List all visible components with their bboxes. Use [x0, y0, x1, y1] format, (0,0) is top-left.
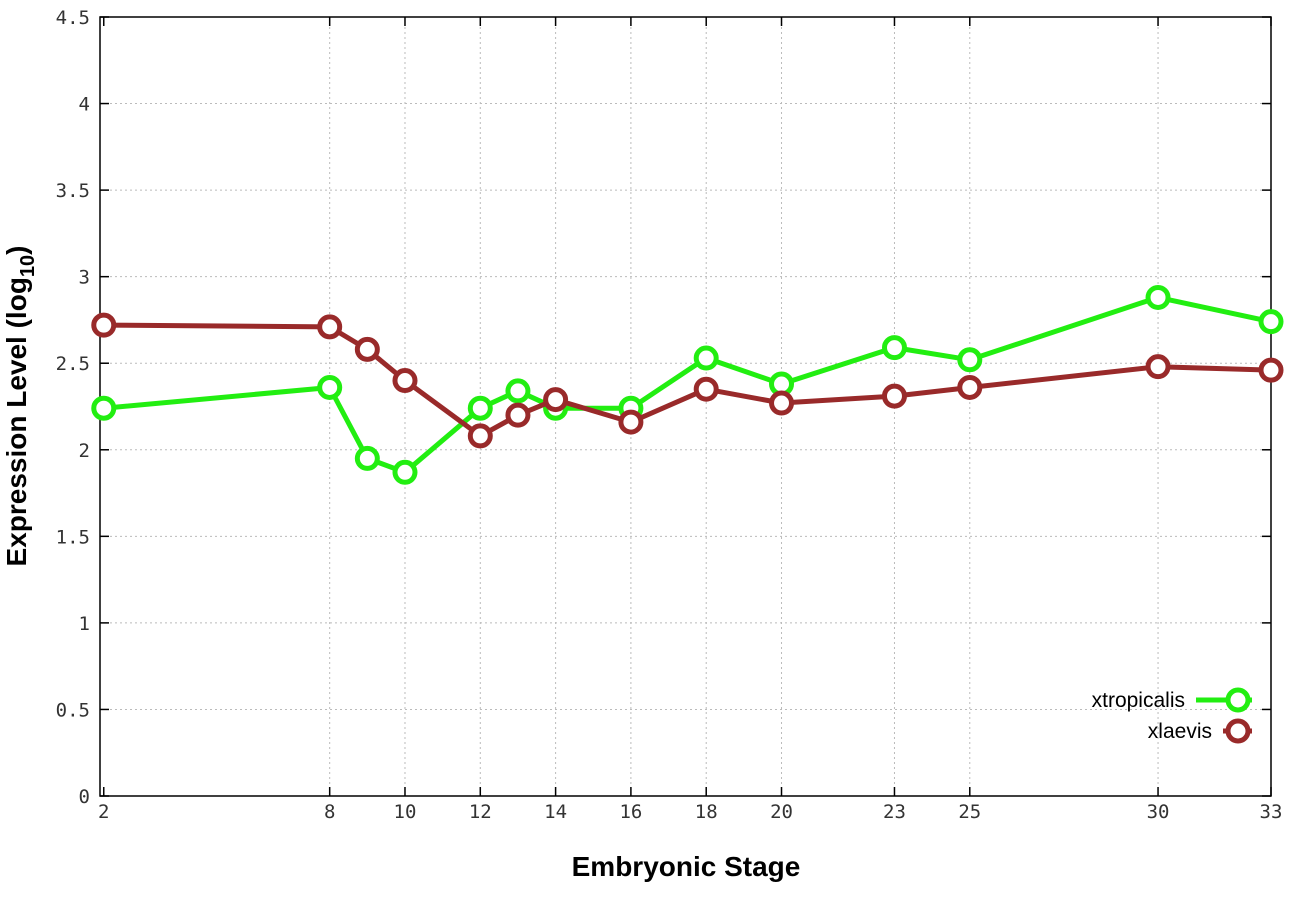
y-tick-label: 0: [79, 786, 90, 808]
data-point-xlaevis: [618, 409, 644, 435]
x-tick-label: 30: [1147, 801, 1170, 823]
data-point-xlaevis: [881, 383, 907, 409]
y-axis-title-main: Expression Level (log: [1, 277, 32, 566]
legend-marker-xtropicalis: [1225, 687, 1251, 713]
data-point-xtropicalis: [1258, 309, 1284, 335]
data-point-xlaevis: [957, 374, 983, 400]
data-point-xtropicalis: [354, 445, 380, 471]
data-point-xlaevis: [505, 402, 531, 428]
x-tick-label: 16: [619, 801, 642, 823]
y-tick-label: 3.5: [56, 180, 90, 202]
legend-label-xlaevis: xlaevis: [1148, 720, 1212, 743]
data-point-xlaevis: [317, 314, 343, 340]
data-point-xlaevis: [1258, 357, 1284, 383]
series-group: [91, 284, 1284, 485]
data-point-xtropicalis: [91, 395, 117, 421]
x-tick-label: 25: [958, 801, 981, 823]
y-axis-title: Expression Level (log10): [1, 246, 39, 567]
x-tick-label: 23: [883, 801, 906, 823]
legend: xtropicalis xlaevis: [1092, 687, 1252, 744]
data-point-xtropicalis: [1145, 284, 1171, 310]
data-point-xlaevis: [467, 423, 493, 449]
x-tick-label: 33: [1260, 801, 1283, 823]
data-point-xlaevis: [769, 390, 795, 416]
data-point-xlaevis: [91, 312, 117, 338]
tick-marks: [100, 16, 1272, 797]
data-point-xlaevis: [1145, 354, 1171, 380]
data-point-xlaevis: [392, 368, 418, 394]
plot-frame: [99, 16, 1272, 797]
data-point-xtropicalis: [693, 345, 719, 371]
legend-marker-xlaevis: [1225, 718, 1251, 744]
x-tick-label: 20: [770, 801, 793, 823]
y-tick-label: 3: [79, 267, 90, 289]
legend-label-xtropicalis: xtropicalis: [1092, 689, 1185, 712]
data-point-xlaevis: [543, 387, 569, 413]
x-tick-label: 12: [469, 801, 492, 823]
x-tick-label: 8: [324, 801, 335, 823]
y-tick-labels: 0 0.5 1 1.5 2 2.5 3 3.5 4 4.5: [56, 7, 90, 808]
grid-lines: [100, 17, 1271, 796]
x-axis-title: Embryonic Stage: [572, 851, 801, 882]
data-point-xtropicalis: [467, 395, 493, 421]
y-axis-title-close: ): [1, 246, 32, 255]
x-tick-label: 14: [544, 801, 567, 823]
data-point-xlaevis: [354, 336, 380, 362]
data-point-xlaevis: [693, 376, 719, 402]
x-tick-label: 10: [394, 801, 417, 823]
y-tick-label: 0.5: [56, 699, 90, 721]
y-tick-label: 1: [79, 613, 90, 635]
data-point-xtropicalis: [317, 374, 343, 400]
y-tick-label: 2.5: [56, 353, 90, 375]
series-line-xlaevis: [103, 322, 1272, 439]
data-point-xtropicalis: [505, 378, 531, 404]
y-tick-label: 1.5: [56, 526, 90, 548]
data-point-xtropicalis: [881, 335, 907, 361]
y-axis-title-subscript: 10: [17, 255, 39, 277]
data-point-xtropicalis: [392, 459, 418, 485]
y-tick-label: 4: [79, 94, 90, 116]
data-point-xtropicalis: [957, 347, 983, 373]
x-tick-label: 2: [98, 801, 109, 823]
x-tick-labels: 2 8 10 12 14 16 18 20 23 25 30 33: [98, 801, 1282, 823]
series-line-xtropicalis: [103, 294, 1272, 475]
x-tick-label: 18: [695, 801, 718, 823]
y-tick-label: 2: [79, 440, 90, 462]
y-tick-label: 4.5: [56, 7, 90, 29]
